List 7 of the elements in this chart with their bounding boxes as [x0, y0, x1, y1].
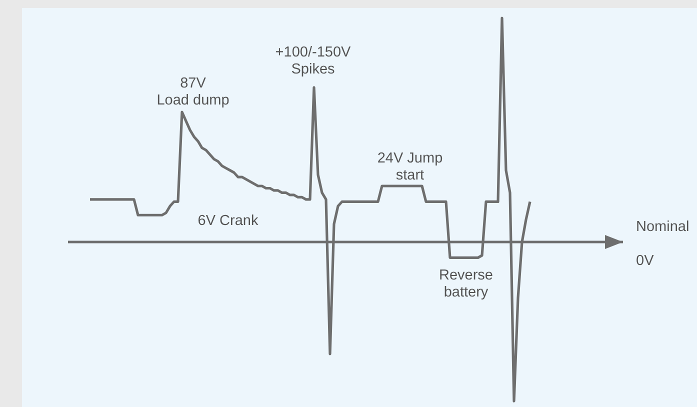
annotation: Reverse battery: [439, 268, 493, 301]
annotation: +100/-150V Spikes: [275, 44, 352, 78]
annotation: 6V Crank: [198, 213, 259, 230]
annotation: 24V Jump start: [377, 150, 443, 184]
text: Nominal: [636, 219, 690, 236]
annotation: 87V Load dump: [156, 76, 230, 109]
text: 0V: [636, 253, 654, 270]
